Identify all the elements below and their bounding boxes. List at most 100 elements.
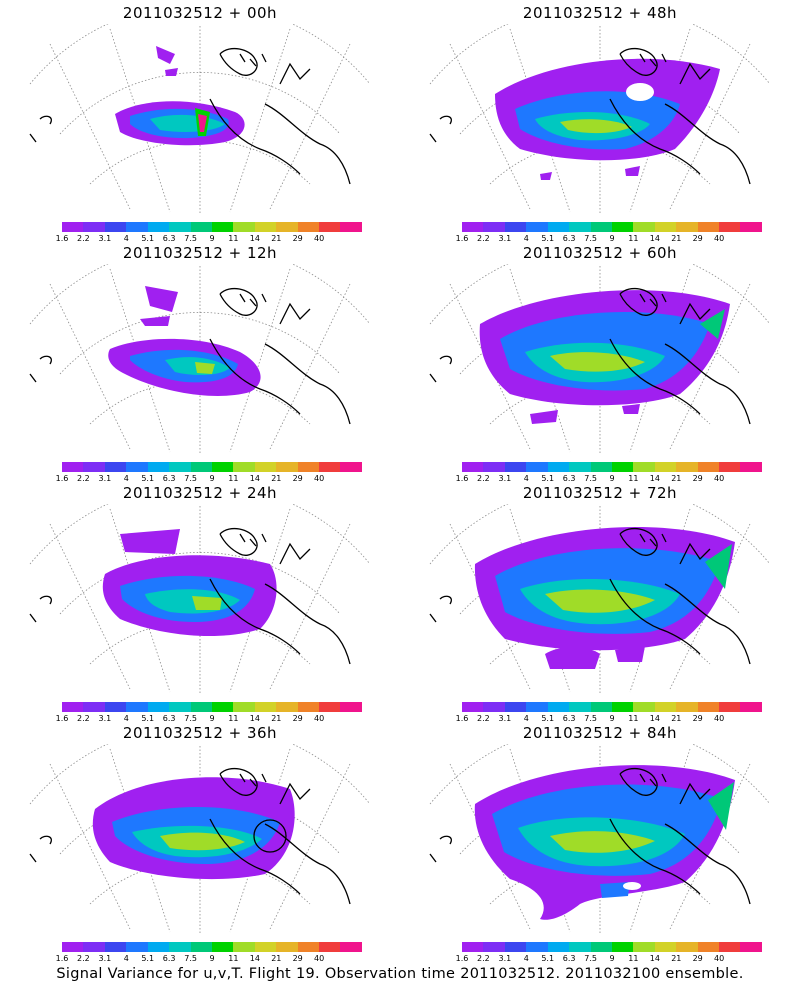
colorbar-label: 3.1 [498, 954, 512, 963]
colorbar-swatch [569, 222, 591, 232]
colorbar-swatch [504, 222, 527, 232]
colorbar-label: 14 [649, 714, 660, 723]
variance-map [429, 264, 771, 454]
colorbar-label: 3.1 [498, 474, 512, 483]
colorbar-label: 3.1 [498, 714, 512, 723]
colorbar-swatch [483, 942, 505, 952]
coastlines [429, 47, 751, 185]
colorbar-label: 9 [609, 714, 615, 723]
colorbar-swatch [719, 702, 741, 712]
colorbar-swatch [590, 462, 612, 472]
colorbar-label: 9 [209, 954, 215, 963]
colorbar-swatch [526, 702, 548, 712]
colorbar-swatch [190, 942, 212, 952]
coastlines [29, 767, 351, 905]
colorbar-label: 9 [609, 954, 615, 963]
colorbar-swatch [169, 222, 191, 232]
colorbar-swatch [190, 702, 212, 712]
colorbar-label: 40 [314, 474, 325, 483]
variance-map [29, 264, 371, 454]
colorbar-swatch [633, 462, 655, 472]
colorbar: 1.6 2.2 3.1 4 5.1 6.3 7.5 9 11 14 21 29 … [56, 702, 362, 726]
colorbar-label: 29 [692, 954, 703, 963]
colorbar-label: 5.1 [541, 714, 555, 723]
colorbar-swatch [254, 222, 277, 232]
colorbar-swatch [126, 222, 148, 232]
colorbar-label: 3.1 [98, 474, 112, 483]
colorbar-label: 29 [292, 234, 303, 243]
panel-title: 2011032512 + 48h [522, 4, 678, 22]
colorbar-swatch [126, 702, 148, 712]
colorbar-label: 29 [692, 234, 703, 243]
colorbar-swatch [654, 222, 677, 232]
colorbar-label: 2.2 [477, 714, 490, 723]
colorbar: 1.6 2.2 3.1 4 5.1 6.3 7.5 9 11 14 21 29 … [456, 702, 762, 726]
colorbar-label: 2.2 [77, 954, 90, 963]
colorbar-label: 14 [249, 954, 260, 963]
colorbar-label: 5.1 [541, 474, 555, 483]
variance-fill [108, 286, 261, 396]
colorbar-label: 29 [692, 474, 703, 483]
colorbar-swatch [462, 942, 484, 952]
colorbar-label: 3.1 [498, 234, 512, 243]
colorbar-swatch [719, 942, 741, 952]
colorbar-swatch [62, 462, 84, 472]
colorbar-swatch [211, 702, 234, 712]
colorbar-swatch [611, 942, 634, 952]
map-panel-36h: 2011032512 + 36h [0, 720, 400, 963]
colorbar-swatch [276, 702, 298, 712]
colorbar-swatch [190, 462, 212, 472]
colorbar-swatch [83, 222, 105, 232]
colorbar-swatch [104, 702, 127, 712]
colorbar-swatch [233, 222, 255, 232]
colorbar-swatch [340, 942, 362, 952]
panel-title: 2011032512 + 12h [122, 244, 278, 262]
colorbar-label: 4 [123, 234, 129, 243]
colorbar-swatch [719, 222, 741, 232]
variance-map [29, 504, 371, 694]
colorbar-label: 7.5 [584, 474, 597, 483]
variance-map [29, 24, 371, 214]
colorbar-label: 9 [209, 714, 215, 723]
colorbar-label: 9 [609, 234, 615, 243]
colorbar-swatch [126, 942, 148, 952]
colorbar-swatch [483, 462, 505, 472]
colorbar-swatch [526, 222, 548, 232]
colorbar-swatch [740, 942, 762, 952]
colorbar-swatch [740, 222, 762, 232]
colorbar-swatch [147, 462, 170, 472]
colorbar-label: 21 [271, 234, 282, 243]
colorbar-swatch [740, 462, 762, 472]
map-grid [29, 24, 371, 214]
colorbar-label: 21 [271, 954, 282, 963]
colorbar-swatch [504, 702, 527, 712]
coastlines [29, 527, 351, 665]
colorbar-swatch [297, 222, 320, 232]
coastlines [429, 287, 751, 425]
colorbar-label: 6.3 [162, 954, 176, 963]
colorbar-label: 1.6 [55, 474, 69, 483]
colorbar-swatch [483, 702, 505, 712]
map-panel-12h: 2011032512 + 12h [0, 240, 400, 483]
colorbar: 1.6 2.2 3.1 4 5.1 6.3 7.5 9 11 14 21 29 … [456, 942, 762, 966]
panel-title: 2011032512 + 00h [122, 4, 278, 22]
colorbar-label: 2.2 [77, 714, 90, 723]
colorbar-label: 2.2 [77, 474, 90, 483]
colorbar-label: 21 [671, 714, 682, 723]
colorbar-swatch [319, 462, 341, 472]
colorbar-label: 2.2 [477, 234, 490, 243]
colorbar-swatch [547, 702, 570, 712]
colorbar-swatch [697, 702, 720, 712]
colorbar-swatch [62, 222, 84, 232]
colorbar-swatch [340, 462, 362, 472]
colorbar-label: 6.3 [562, 954, 576, 963]
colorbar-swatch [547, 462, 570, 472]
colorbar-swatch [654, 942, 677, 952]
map-panel-00h: 2011032512 + 00h [0, 0, 400, 243]
colorbar-label: 4 [123, 954, 129, 963]
colorbar-swatch [611, 702, 634, 712]
colorbar-label: 3.1 [98, 234, 112, 243]
colorbar-swatch [676, 702, 698, 712]
colorbar-label: 11 [628, 954, 639, 963]
colorbar-swatch [147, 702, 170, 712]
